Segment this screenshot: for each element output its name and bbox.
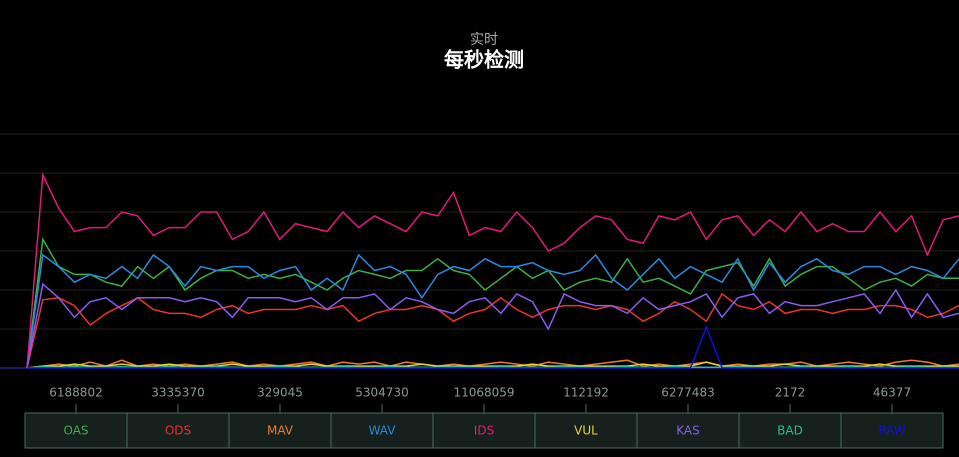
series-line: [26, 292, 959, 369]
legend-label: VUL: [574, 424, 598, 438]
total-count: 5304730: [355, 386, 408, 400]
legend-box[interactable]: [24, 412, 128, 449]
legend-label: KAS: [676, 424, 699, 438]
total-count: 112192: [563, 386, 609, 400]
legend-label: RAW: [878, 424, 905, 438]
series-line: [26, 361, 959, 369]
legend-label: OAS: [63, 424, 88, 438]
total-count: 46377: [873, 386, 911, 400]
series-line: [26, 282, 959, 369]
legend-label: BAD: [777, 424, 803, 438]
legend-box[interactable]: [534, 412, 638, 449]
legend-box[interactable]: [228, 412, 332, 449]
series-line: [26, 366, 959, 369]
total-count: 11068059: [453, 386, 514, 400]
legend-box[interactable]: [636, 412, 740, 449]
legend-box[interactable]: [330, 412, 434, 449]
total-count: 329045: [257, 386, 303, 400]
legend-box[interactable]: [840, 412, 944, 449]
chart-title: 每秒检测: [444, 48, 524, 72]
total-count: 6188802: [49, 386, 102, 400]
legend-box[interactable]: [738, 412, 842, 449]
legend-label: ODS: [165, 424, 191, 438]
series-line: [26, 359, 959, 369]
series-line: [27, 325, 959, 369]
series-line: [26, 172, 959, 369]
legend-label: WAV: [369, 424, 397, 438]
total-count: 2172: [775, 386, 806, 400]
legend-label: IDS: [474, 424, 494, 438]
total-count: 3335370: [151, 386, 204, 400]
legend-label: MAV: [267, 424, 294, 438]
chart-subtitle: 实时: [470, 32, 498, 48]
series-line: [26, 253, 959, 369]
series-line: [26, 236, 959, 369]
total-count: 6277483: [661, 386, 714, 400]
